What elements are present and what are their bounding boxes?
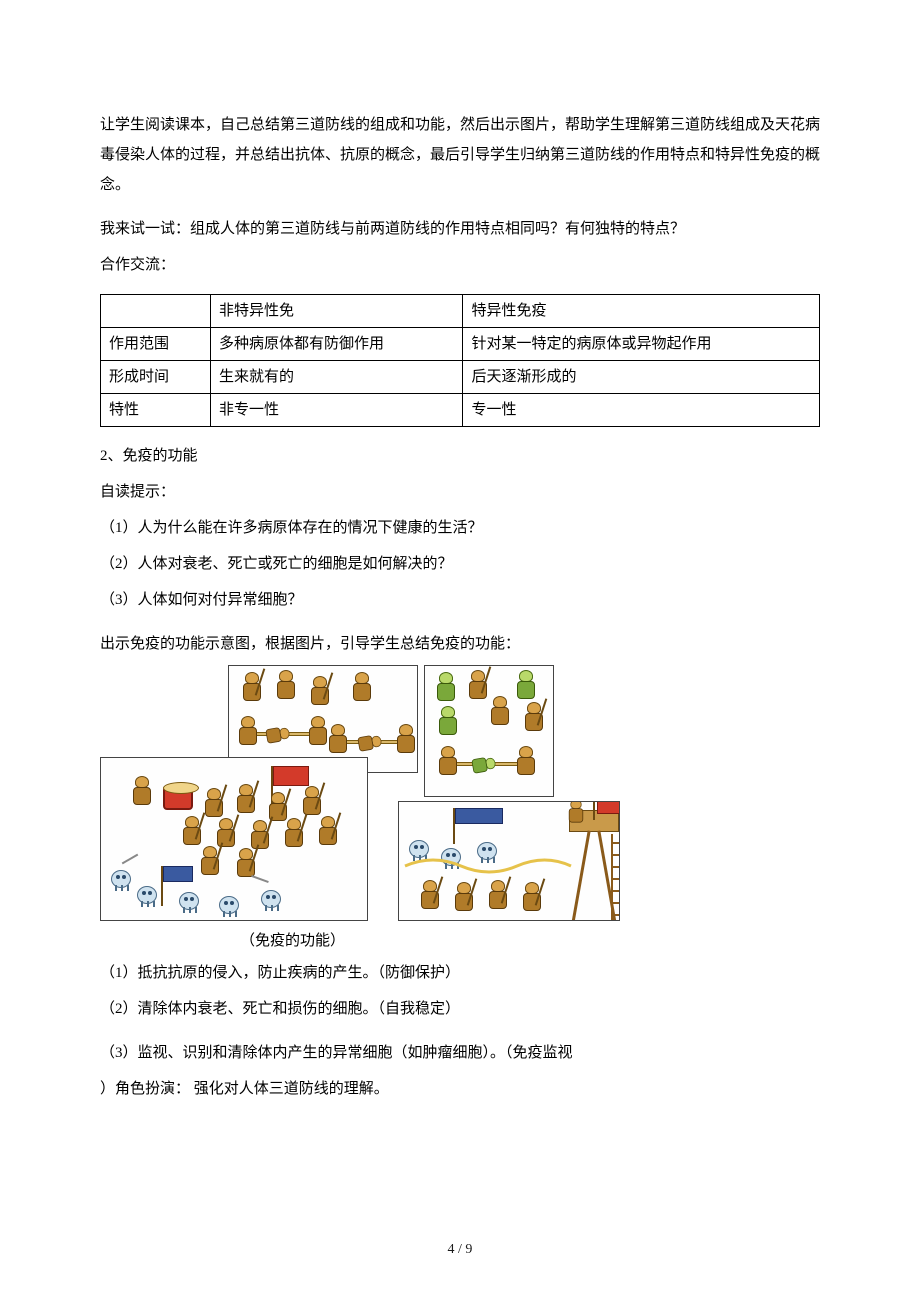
immunity-comparison-table: 非特异性免 特异性免疫 作用范围 多种病原体都有防御作用 针对某一特定的病原体或… (100, 294, 820, 427)
germ-icon (137, 886, 157, 904)
function-3-line1: （3）监视、识别和清除体内产生的异常细胞（如肿瘤细胞）。（免疫监视 (100, 1038, 820, 1068)
section-2-heading: 2、免疫的功能 (100, 441, 820, 471)
watchtower-icon (575, 810, 613, 921)
table-cell: 作用范围 (101, 328, 211, 361)
red-flag-icon (597, 801, 620, 814)
table-cell: 多种病原体都有防御作用 (211, 328, 463, 361)
table-cell: 针对某一特定的病原体或异物起作用 (463, 328, 820, 361)
path-line-icon (403, 854, 573, 878)
table-cell: 生来就有的 (211, 361, 463, 394)
page: 让学生阅读课本，自己总结第三道防线的组成和功能，然后出示图片，帮助学生理解第三道… (0, 0, 920, 1298)
table-cell: 后天逐渐形成的 (463, 361, 820, 394)
function-3-line2: ）角色扮演： 强化对人体三道防线的理解。 (100, 1074, 820, 1104)
table-cell: 特异性免疫 (463, 295, 820, 328)
germ-icon (179, 892, 199, 910)
try-it-prompt: 我来试一试：组成人体的第三道防线与前两道防线的作用特点相同吗？有何独特的特点？ (100, 214, 820, 244)
illus-panel-3 (100, 757, 368, 921)
question-2: （2）人体对衰老、死亡或死亡的细胞是如何解决的？ (100, 549, 820, 579)
germ-icon (261, 890, 281, 908)
page-number: 4 / 9 (0, 1242, 920, 1258)
germ-icon (111, 870, 131, 888)
table-row: 形成时间 生来就有的 后天逐渐形成的 (101, 361, 820, 394)
table-cell: 特性 (101, 394, 211, 427)
blue-flag-icon (163, 866, 193, 882)
paragraph-1: 让学生阅读课本，自己总结第三道防线的组成和功能，然后出示图片，帮助学生理解第三道… (100, 110, 820, 200)
immune-function-illustration (100, 665, 620, 925)
table-cell: 非特异性免 (211, 295, 463, 328)
function-1: （1）抵抗抗原的侵入，防止疾病的产生。（防御保护） (100, 958, 820, 988)
illus-panel-2 (424, 665, 554, 797)
blue-flag-icon (455, 808, 503, 824)
table-row: 非特异性免 特异性免疫 (101, 295, 820, 328)
war-drum-icon (163, 786, 193, 810)
table-row: 特性 非专一性 专一性 (101, 394, 820, 427)
function-2: （2）清除体内衰老、死亡和损伤的细胞。（自我稳定） (100, 994, 820, 1024)
question-1: （1）人为什么能在许多病原体存在的情况下健康的生活？ (100, 513, 820, 543)
table-cell (101, 295, 211, 328)
table-cell: 非专一性 (211, 394, 463, 427)
illus-panel-4 (398, 801, 620, 921)
question-3: （3）人体如何对付异常细胞？ (100, 585, 820, 615)
illustration-caption: （免疫的功能） (100, 929, 820, 950)
cooperation-label: 合作交流： (100, 250, 820, 280)
red-flag-icon (273, 766, 309, 786)
self-read-hint-label: 自读提示： (100, 477, 820, 507)
show-diagram-text: 出示免疫的功能示意图，根据图片，引导学生总结免疫的功能： (100, 629, 820, 659)
table-cell: 专一性 (463, 394, 820, 427)
germ-icon (219, 896, 239, 914)
table-row: 作用范围 多种病原体都有防御作用 针对某一特定的病原体或异物起作用 (101, 328, 820, 361)
table-cell: 形成时间 (101, 361, 211, 394)
